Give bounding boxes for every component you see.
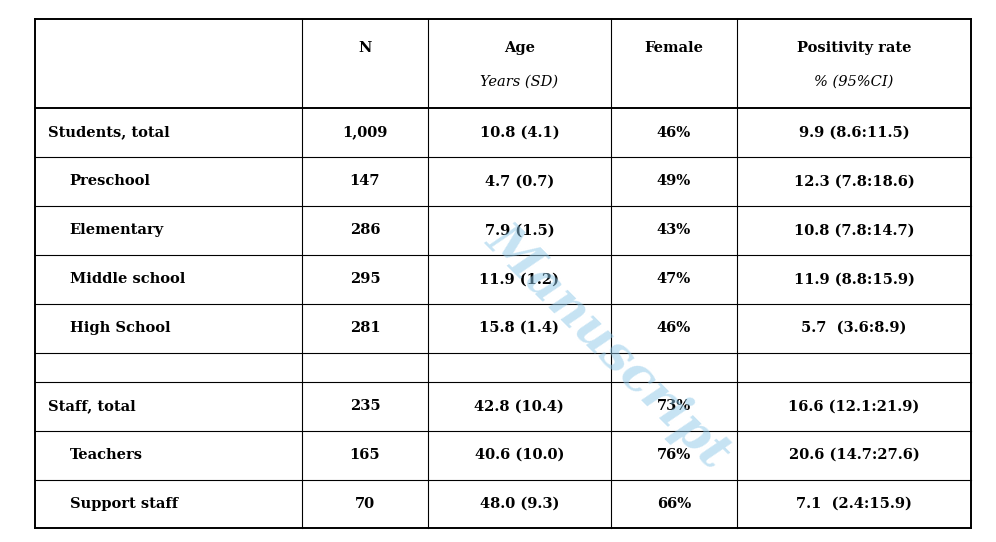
Text: 235: 235 — [350, 399, 380, 413]
Text: 147: 147 — [350, 175, 380, 189]
Text: 286: 286 — [350, 223, 380, 237]
Text: N: N — [359, 41, 372, 55]
Text: 281: 281 — [350, 321, 380, 335]
Text: 73%: 73% — [656, 399, 691, 413]
Text: 46%: 46% — [656, 321, 691, 335]
Text: 70: 70 — [355, 497, 374, 511]
Text: 9.9 (8.6:11.5): 9.9 (8.6:11.5) — [799, 126, 909, 140]
Text: Preschool: Preschool — [70, 175, 150, 189]
Text: 40.6 (10.0): 40.6 (10.0) — [475, 448, 564, 462]
Text: 5.7  (3.6:8.9): 5.7 (3.6:8.9) — [802, 321, 906, 335]
Text: 47%: 47% — [656, 272, 691, 286]
Text: 11.9 (8.8:15.9): 11.9 (8.8:15.9) — [794, 272, 914, 286]
Text: Manuscript: Manuscript — [476, 216, 739, 478]
Text: 48.0 (9.3): 48.0 (9.3) — [480, 497, 559, 511]
Text: Female: Female — [644, 41, 703, 55]
Text: Middle school: Middle school — [70, 272, 185, 286]
Text: 16.6 (12.1:21.9): 16.6 (12.1:21.9) — [789, 399, 919, 413]
Text: 7.9 (1.5): 7.9 (1.5) — [484, 223, 554, 237]
Text: 20.6 (14.7:27.6): 20.6 (14.7:27.6) — [789, 448, 919, 462]
Text: Elementary: Elementary — [70, 223, 164, 237]
Text: Years (SD): Years (SD) — [480, 74, 559, 88]
Text: High School: High School — [70, 321, 170, 335]
Text: 295: 295 — [350, 272, 380, 286]
Text: 42.8 (10.4): 42.8 (10.4) — [474, 399, 565, 413]
Text: 49%: 49% — [656, 175, 691, 189]
Text: Positivity rate: Positivity rate — [797, 41, 911, 55]
Text: Staff, total: Staff, total — [48, 399, 135, 413]
Text: 46%: 46% — [656, 126, 691, 140]
Text: Teachers: Teachers — [70, 448, 142, 462]
Text: 10.8 (7.8:14.7): 10.8 (7.8:14.7) — [794, 223, 914, 237]
Text: 15.8 (1.4): 15.8 (1.4) — [479, 321, 560, 335]
Text: 7.1  (2.4:15.9): 7.1 (2.4:15.9) — [796, 497, 912, 511]
Text: 12.3 (7.8:18.6): 12.3 (7.8:18.6) — [794, 175, 914, 189]
Text: 66%: 66% — [656, 497, 691, 511]
Text: Students, total: Students, total — [48, 126, 169, 140]
Text: 10.8 (4.1): 10.8 (4.1) — [479, 126, 559, 140]
Text: 1,009: 1,009 — [343, 126, 387, 140]
Text: Age: Age — [504, 41, 535, 55]
Text: 4.7 (0.7): 4.7 (0.7) — [485, 175, 554, 189]
Text: 76%: 76% — [656, 448, 691, 462]
Text: % (95%CI): % (95%CI) — [815, 74, 893, 88]
Text: 43%: 43% — [656, 223, 691, 237]
Text: Support staff: Support staff — [70, 497, 178, 511]
Text: 11.9 (1.2): 11.9 (1.2) — [479, 272, 560, 286]
Text: 165: 165 — [350, 448, 380, 462]
